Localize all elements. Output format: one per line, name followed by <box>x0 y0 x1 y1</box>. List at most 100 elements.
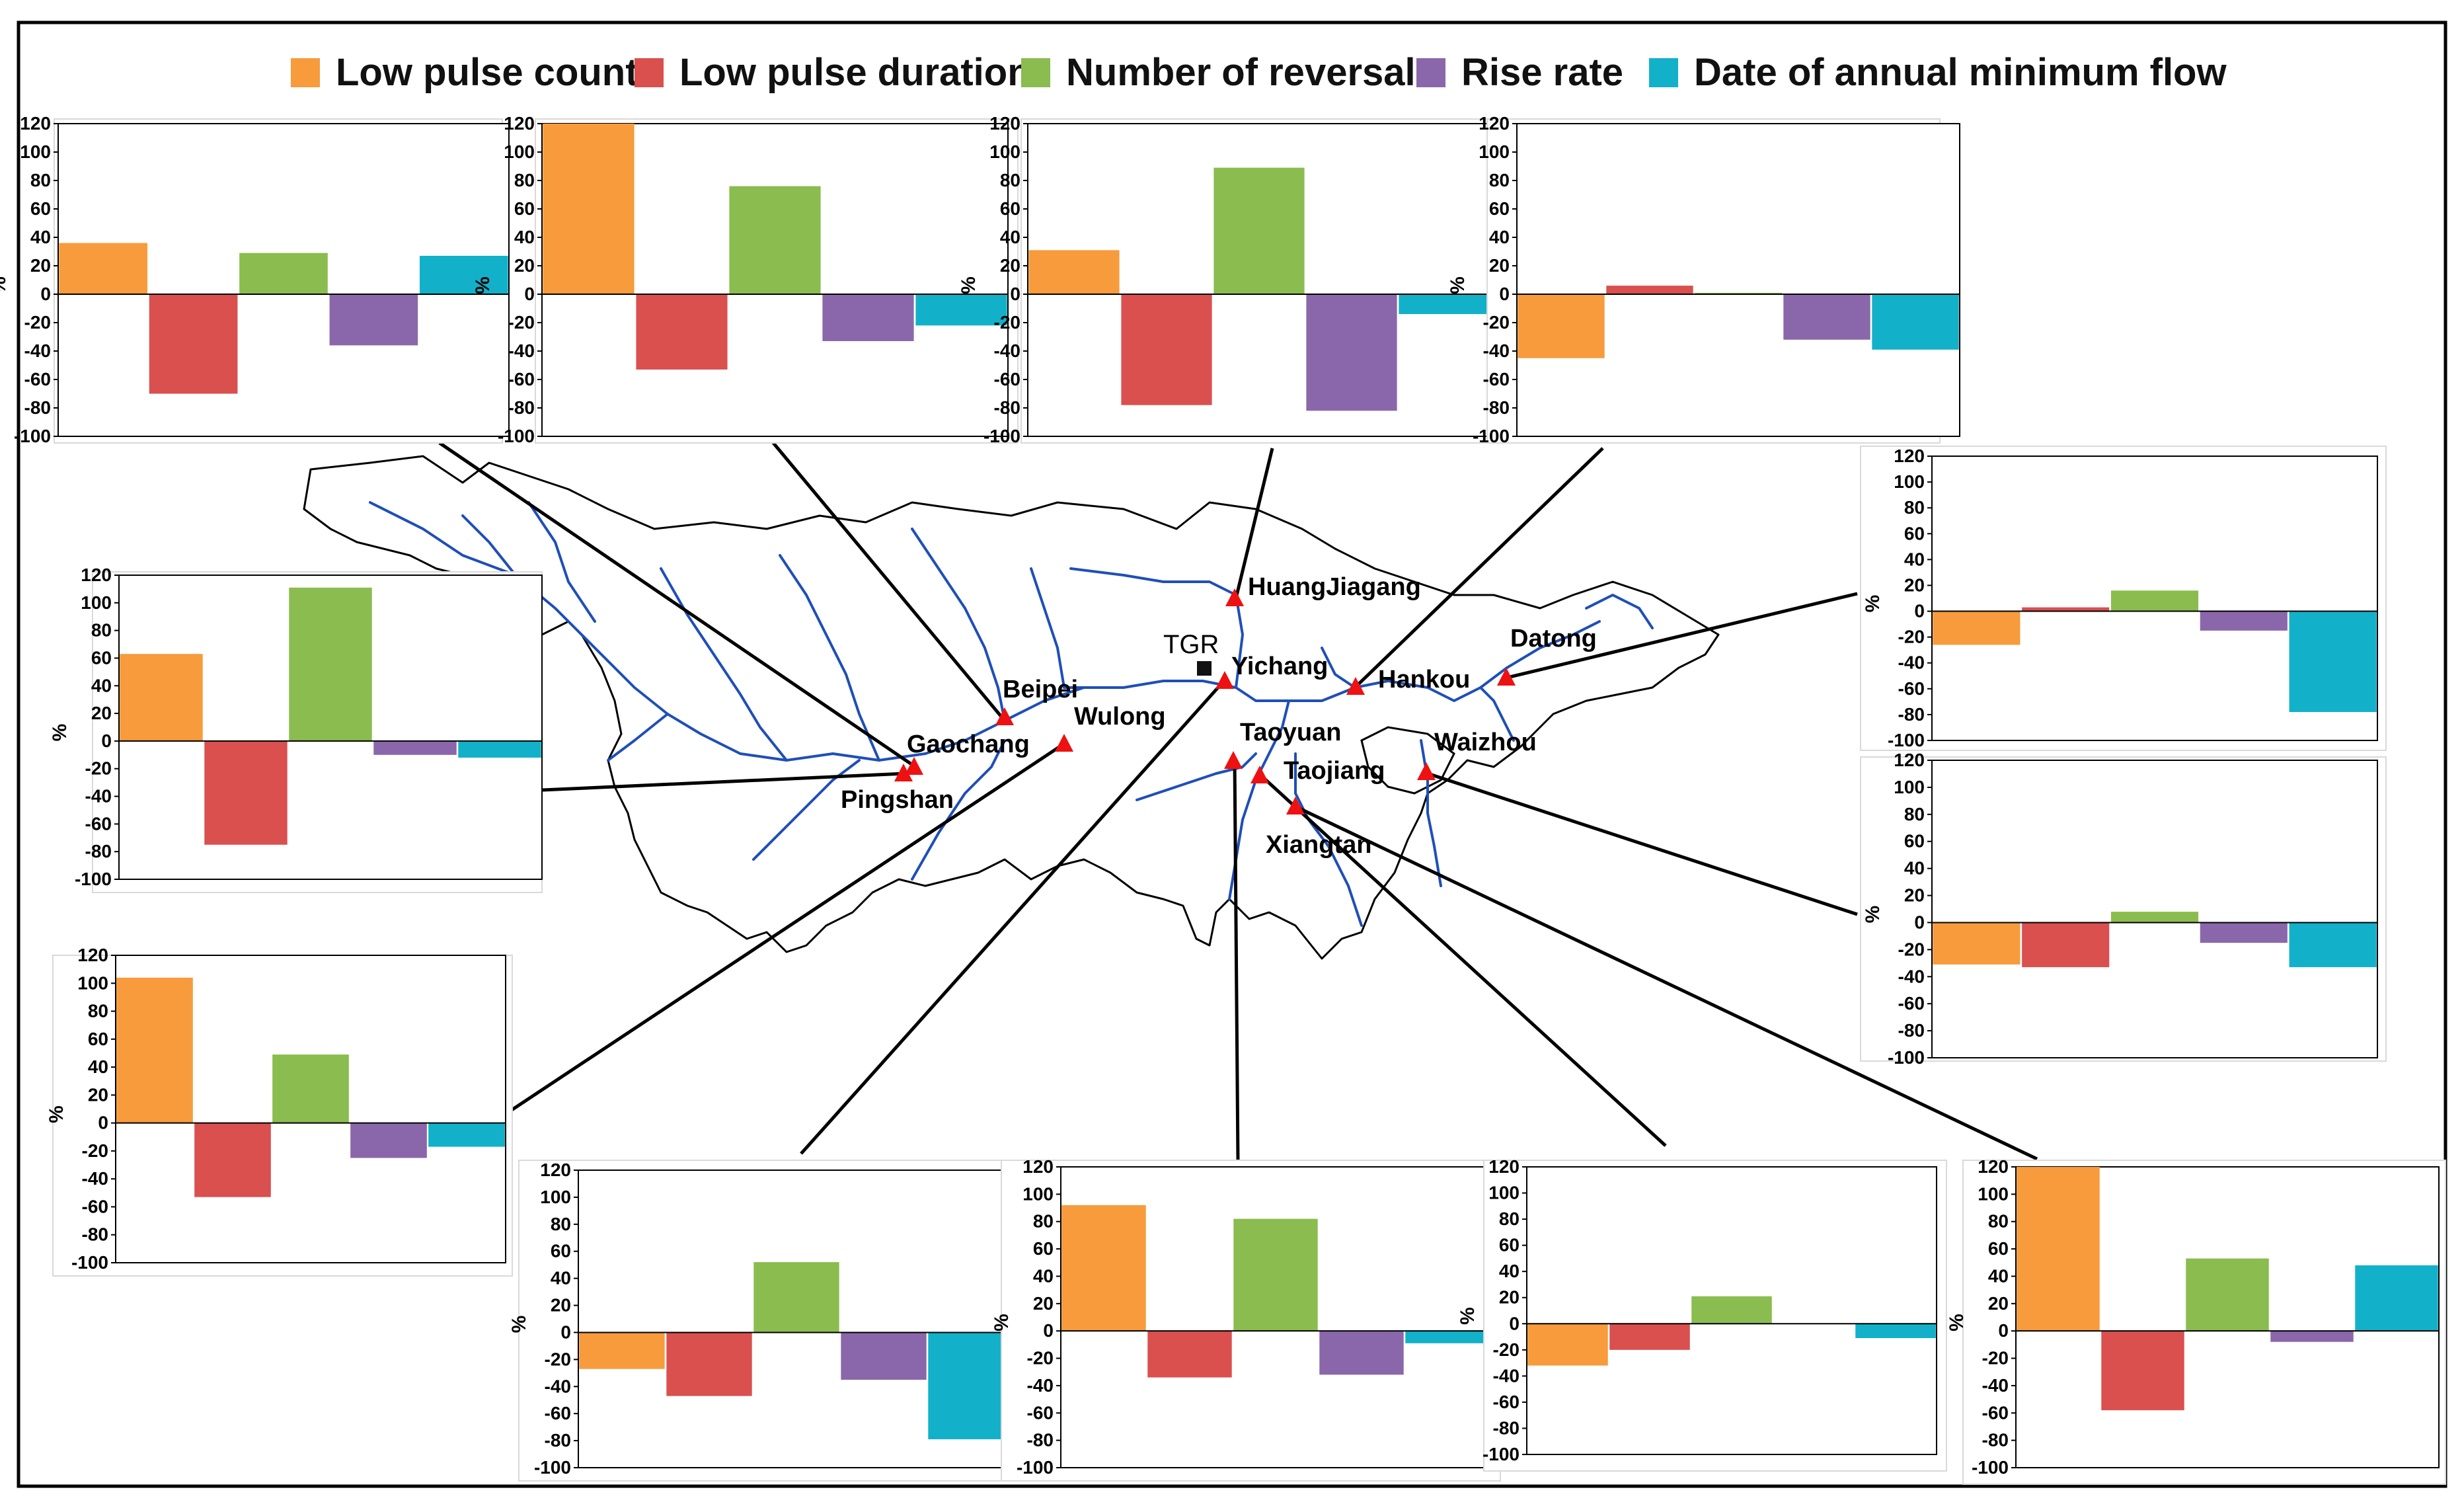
y-tick-label: -100 <box>983 426 1020 446</box>
y-tick-label: -80 <box>1493 1417 1520 1438</box>
y-tick-label: -60 <box>1898 678 1925 699</box>
y-tick-label: 20 <box>88 1084 108 1105</box>
y-tick-label: -40 <box>1493 1365 1520 1386</box>
legend-swatch <box>635 58 664 87</box>
legend-label: Rise rate <box>1461 51 1623 94</box>
bar-chart-hankou: 120 100 80 60 40 20 0 -20 -40 -60 -80 -100% <box>1447 113 1960 446</box>
y-axis-label: % <box>1447 276 1469 294</box>
tributary <box>607 713 669 762</box>
bar-beipei-rise-rate <box>822 294 914 341</box>
station-marker-taojiang <box>1251 766 1269 783</box>
y-tick-label: -20 <box>994 312 1020 333</box>
bar-xiangtan-low-pulse-duration <box>2101 1331 2184 1411</box>
bar-waizhou-number-of-reversals <box>2110 912 2199 923</box>
y-tick-label: 120 <box>1488 1156 1520 1177</box>
y-tick-label: 100 <box>81 592 112 613</box>
station-label-beipei: Beipei <box>1003 676 1078 703</box>
leader-line-wulong <box>502 742 1065 1117</box>
y-tick-label: -80 <box>1898 704 1925 725</box>
bar-huangjiagang-number-of-reversals <box>1213 167 1305 294</box>
bar-waizhou-low-pulse-count <box>1933 922 2021 965</box>
bar-wulong-low-pulse-count <box>116 977 193 1123</box>
y-tick-label: -100 <box>75 869 112 889</box>
tributary <box>527 501 596 623</box>
y-tick-label: 20 <box>30 255 51 276</box>
y-tick-label: -80 <box>1898 1020 1925 1041</box>
legend: Low pulse count Low pulse duration Number … <box>291 51 2227 94</box>
station-labels: HuangJiagang Yichang Hankou Datong Beipe… <box>841 573 1597 859</box>
lake-outline <box>1360 726 1455 795</box>
leader-line-taoyuan <box>1233 760 1240 1162</box>
bar-pingshan-low-pulse-duration <box>204 740 288 845</box>
y-axis-label: % <box>1862 595 1884 613</box>
tributary <box>1321 647 1356 689</box>
bar-yichang-rise-rate <box>841 1332 927 1380</box>
bar-hankou-date-of-annual-minimum-flow <box>1872 294 1959 350</box>
bar-chart-gaochang: 120 100 80 60 40 20 0 -20 -40 -60 -80 -100% <box>0 113 510 446</box>
y-tick-label: 0 <box>1010 284 1020 304</box>
legend-item-number-of-reversals: Number of reversals <box>1021 51 1437 94</box>
y-tick-label: 120 <box>20 113 51 134</box>
y-tick-label: -20 <box>1027 1348 1054 1369</box>
y-tick-label: -20 <box>1483 312 1510 333</box>
bar-taojiang-low-pulse-duration <box>1609 1324 1690 1350</box>
leader-line-beipei <box>772 442 1006 722</box>
station-label-taoyuan: Taoyuan <box>1240 719 1341 746</box>
bar-huangjiagang-date-of-annual-minimum-flow <box>1399 294 1490 315</box>
legend-label: Number of reversals <box>1066 51 1437 94</box>
y-tick-label: 80 <box>88 1001 108 1021</box>
y-tick-label: 100 <box>1022 1183 1054 1204</box>
y-tick-label: 40 <box>1000 227 1020 247</box>
y-tick-label: 100 <box>1479 141 1510 162</box>
y-tick-label: -60 <box>545 1403 571 1423</box>
bar-huangjiagang-low-pulse-count <box>1028 250 1120 294</box>
y-tick-label: -100 <box>1482 1444 1520 1464</box>
y-tick-label: 20 <box>1904 885 1925 906</box>
bar-xiangtan-date-of-annual-minimum-flow <box>2355 1265 2438 1331</box>
bar-taoyuan-low-pulse-duration <box>1147 1331 1232 1378</box>
y-tick-label: 100 <box>1978 1183 2009 1204</box>
bar-pingshan-rise-rate <box>373 740 457 755</box>
y-tick-label: 80 <box>91 620 112 641</box>
y-tick-label: 20 <box>514 255 535 276</box>
legend-item-low-pulse-count: Low pulse count <box>291 51 638 94</box>
legend-swatch <box>291 58 320 87</box>
y-tick-label: -40 <box>24 340 51 361</box>
y-tick-label: 80 <box>1904 804 1925 824</box>
y-tick-label: 60 <box>88 1029 108 1049</box>
y-tick-label: 40 <box>1033 1265 1054 1286</box>
y-tick-label: -100 <box>1888 1047 1925 1068</box>
bar-chart-taojiang: 120 100 80 60 40 20 0 -20 -40 -60 -80 -100% <box>1457 1156 1947 1472</box>
bar-chart-xiangtan: 120 100 80 60 40 20 0 -20 -40 -60 -80 -100% <box>1946 1156 2446 1485</box>
y-axis-label: % <box>1457 1307 1479 1325</box>
y-tick-label: -60 <box>1982 1402 2009 1423</box>
station-marker-hankou <box>1346 677 1365 695</box>
bar-beipei-date-of-annual-minimum-flow <box>915 294 1007 326</box>
y-tick-label: -40 <box>1483 340 1510 361</box>
bar-wulong-date-of-annual-minimum-flow <box>428 1123 505 1147</box>
bar-hankou-rise-rate <box>1783 294 1870 340</box>
y-tick-label: -80 <box>994 397 1020 418</box>
station-label-yichang: Yichang <box>1231 653 1328 680</box>
bar-beipei-number-of-reversals <box>729 186 821 294</box>
station-marker-yichang <box>1215 671 1234 689</box>
y-tick-label: -40 <box>82 1168 108 1189</box>
y-tick-label: -20 <box>24 312 51 333</box>
y-tick-label: -100 <box>498 426 535 446</box>
y-tick-label: 0 <box>1998 1320 2009 1341</box>
station-marker-waizhou <box>1417 762 1436 780</box>
legend-swatch <box>1649 58 1678 87</box>
bar-hankou-number-of-reversals <box>1695 292 1782 294</box>
y-tick-label: 40 <box>551 1268 571 1289</box>
y-tick-label: -80 <box>85 841 112 861</box>
y-tick-label: 80 <box>1988 1211 2009 1232</box>
leader-line-waizhou <box>1427 772 1858 916</box>
bar-datong-low-pulse-count <box>1933 611 2021 645</box>
station-label-hankou: Hankou <box>1378 666 1470 694</box>
leader-line-xiangtan <box>1294 805 2038 1161</box>
bar-chart-datong: 120 100 80 60 40 20 0 -20 -40 -60 -80 -100% <box>1860 446 2387 751</box>
legend-item-rise-rate: Rise rate <box>1416 51 1623 94</box>
y-tick-label: 60 <box>1000 198 1020 219</box>
y-tick-label: -100 <box>71 1252 108 1273</box>
y-tick-label: -80 <box>24 397 51 418</box>
